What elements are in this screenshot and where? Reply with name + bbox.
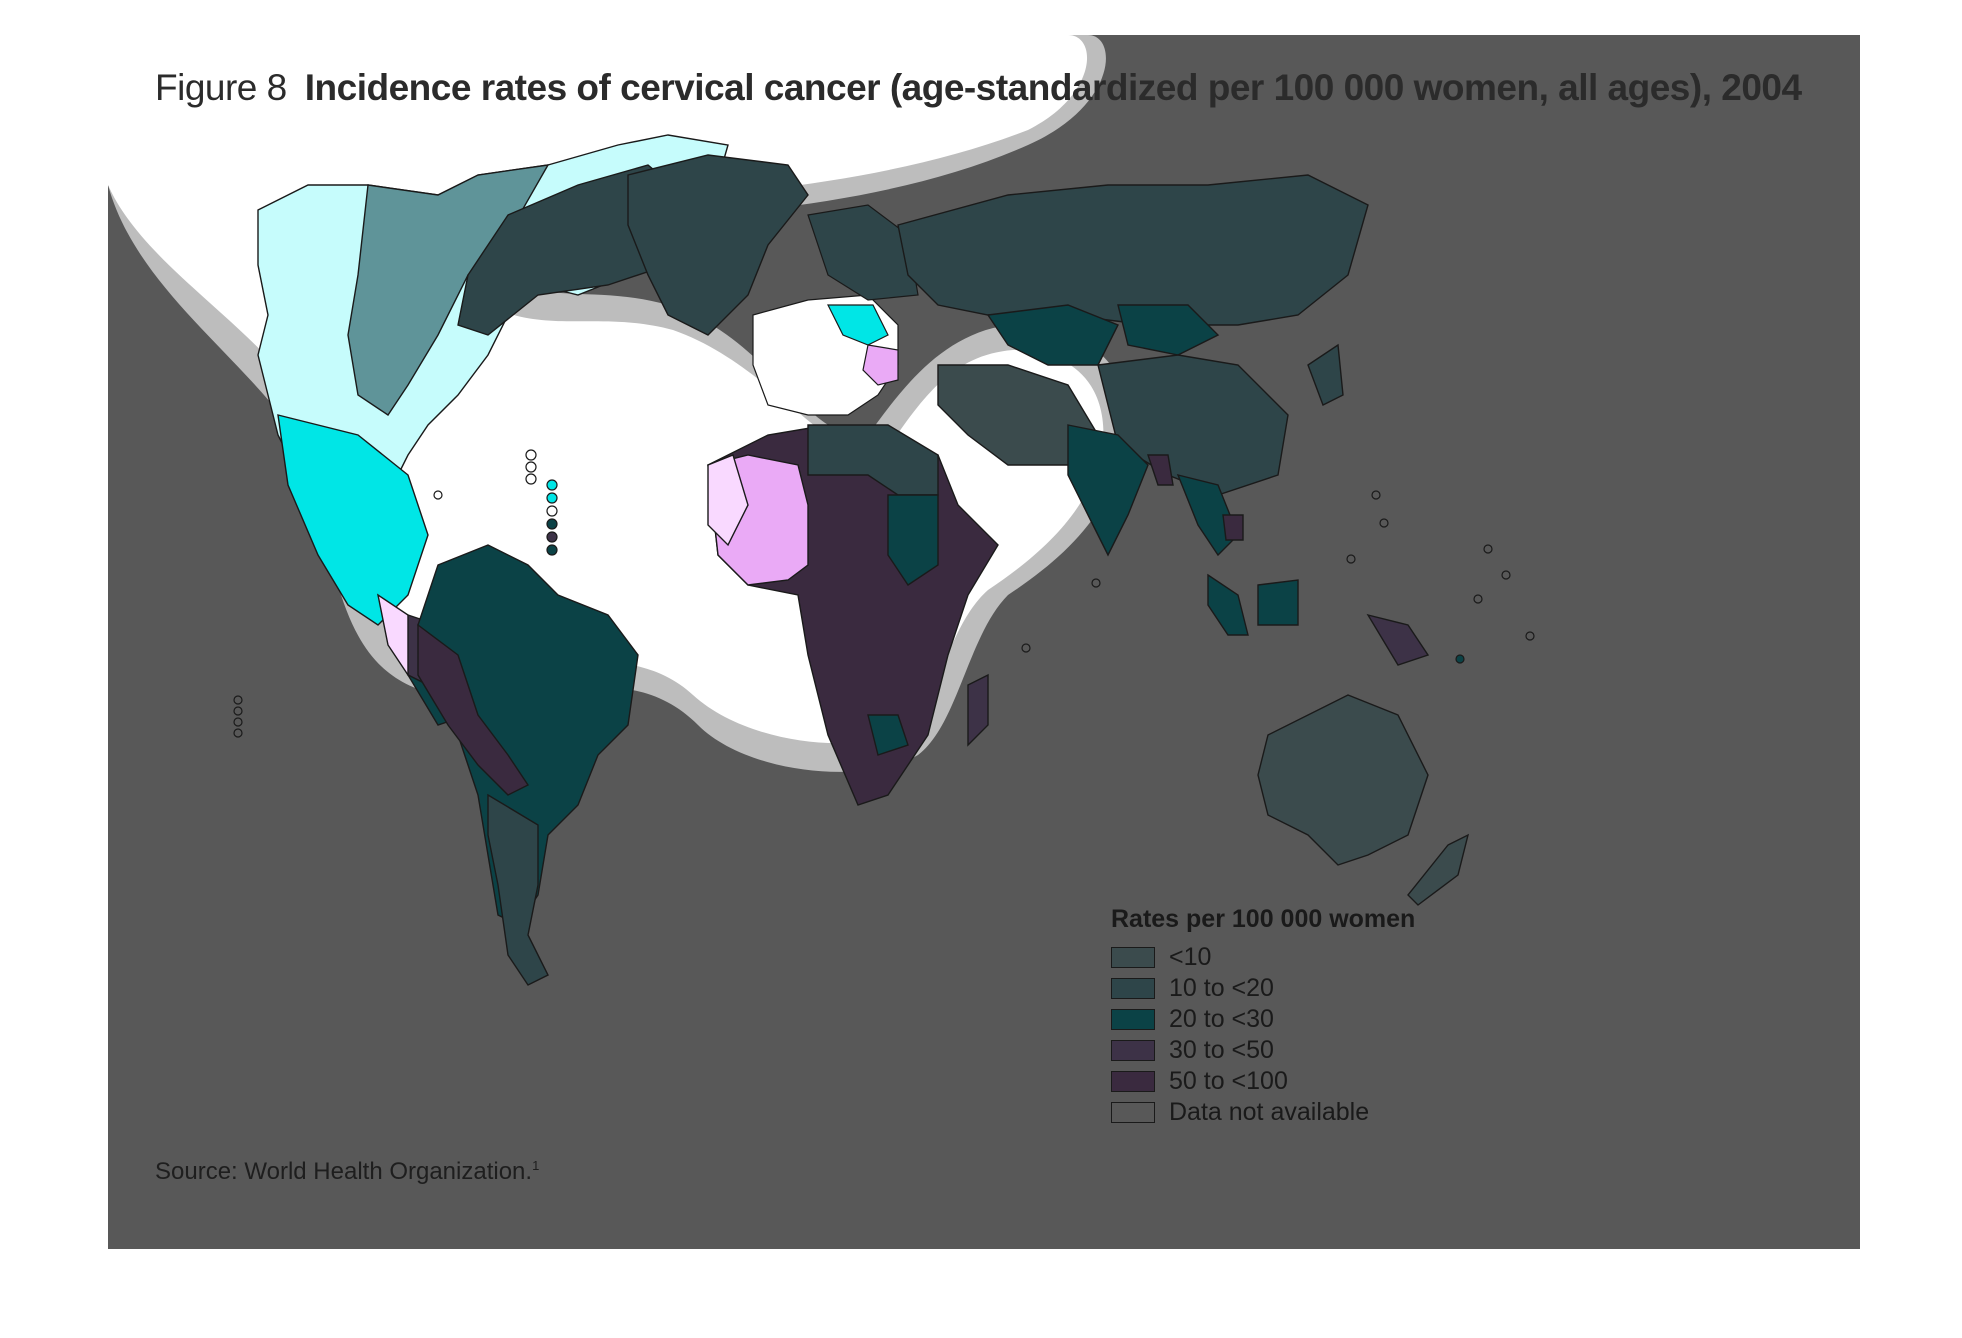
poland-cyan bbox=[827, 304, 889, 346]
legend-swatch bbox=[1111, 1071, 1155, 1092]
zimbabwe-teal bbox=[867, 714, 909, 756]
europe bbox=[752, 204, 919, 416]
legend-label: 20 to <30 bbox=[1169, 1005, 1274, 1033]
figure-caption: Figure 8 Incidence rates of cervical canc… bbox=[155, 67, 1802, 109]
source-note: Source: World Health Organization.1 bbox=[155, 1158, 539, 1186]
legend-item: 50 to <100 bbox=[1111, 1066, 1415, 1097]
legend-title: Rates per 100 000 women bbox=[1111, 905, 1416, 933]
romania-violet bbox=[862, 344, 899, 386]
scandinavia bbox=[807, 204, 919, 301]
south-america bbox=[417, 544, 639, 986]
sudan-teal bbox=[887, 494, 939, 586]
africa bbox=[707, 424, 999, 806]
legend: Rates per 100 000 women <10 10 to <20 20… bbox=[1111, 905, 1415, 1128]
legend-item: 10 to <20 bbox=[1111, 973, 1415, 1004]
new-zealand bbox=[1407, 833, 1470, 906]
legend-swatch bbox=[1111, 1009, 1155, 1030]
borneo bbox=[1257, 579, 1299, 626]
cambodia bbox=[1222, 514, 1244, 541]
russia bbox=[897, 174, 1369, 326]
legend-swatch bbox=[1111, 1102, 1155, 1123]
greenland bbox=[627, 154, 809, 336]
legend-label: Data not available bbox=[1169, 1098, 1370, 1126]
legend-item: <10 bbox=[1111, 942, 1415, 973]
madagascar bbox=[967, 673, 989, 747]
oceania bbox=[1257, 694, 1470, 906]
southeast-asia bbox=[1176, 473, 1239, 557]
legend-label: 50 to <100 bbox=[1169, 1067, 1288, 1095]
papua-new-guinea bbox=[1366, 613, 1430, 666]
source-text: Source: World Health Organization. bbox=[155, 1158, 533, 1185]
mongolia bbox=[1117, 304, 1220, 356]
legend-swatch bbox=[1111, 947, 1155, 968]
australia bbox=[1257, 694, 1429, 866]
japan bbox=[1307, 343, 1344, 406]
bangladesh bbox=[1147, 454, 1174, 486]
caribbean-callouts bbox=[433, 449, 558, 556]
legend-item: Data not available bbox=[1111, 1097, 1415, 1128]
legend-swatch bbox=[1111, 1040, 1155, 1061]
legend-swatch bbox=[1111, 978, 1155, 999]
argentina-chile bbox=[487, 793, 549, 986]
legend-item: 30 to <50 bbox=[1111, 1035, 1415, 1066]
map-figure: Figure 8 Incidence rates of cervical canc… bbox=[108, 35, 1860, 1249]
sumatra bbox=[1207, 573, 1249, 636]
figure-title: Incidence rates of cervical cancer (age-… bbox=[304, 67, 1802, 108]
legend-item: 20 to <30 bbox=[1111, 1004, 1415, 1035]
india bbox=[1067, 424, 1149, 557]
asia bbox=[897, 174, 1430, 666]
andes-violet bbox=[417, 623, 530, 796]
world-map bbox=[108, 35, 1535, 986]
west-africa-pink bbox=[707, 454, 749, 547]
legend-label: 30 to <50 bbox=[1169, 1036, 1274, 1064]
legend-label: 10 to <20 bbox=[1169, 974, 1274, 1002]
source-footnote: 1 bbox=[532, 1158, 540, 1173]
island-markers bbox=[233, 490, 1535, 738]
canada-teal-band bbox=[347, 164, 550, 416]
figure-label: Figure 8 bbox=[155, 67, 287, 108]
legend-label: <10 bbox=[1169, 943, 1212, 971]
